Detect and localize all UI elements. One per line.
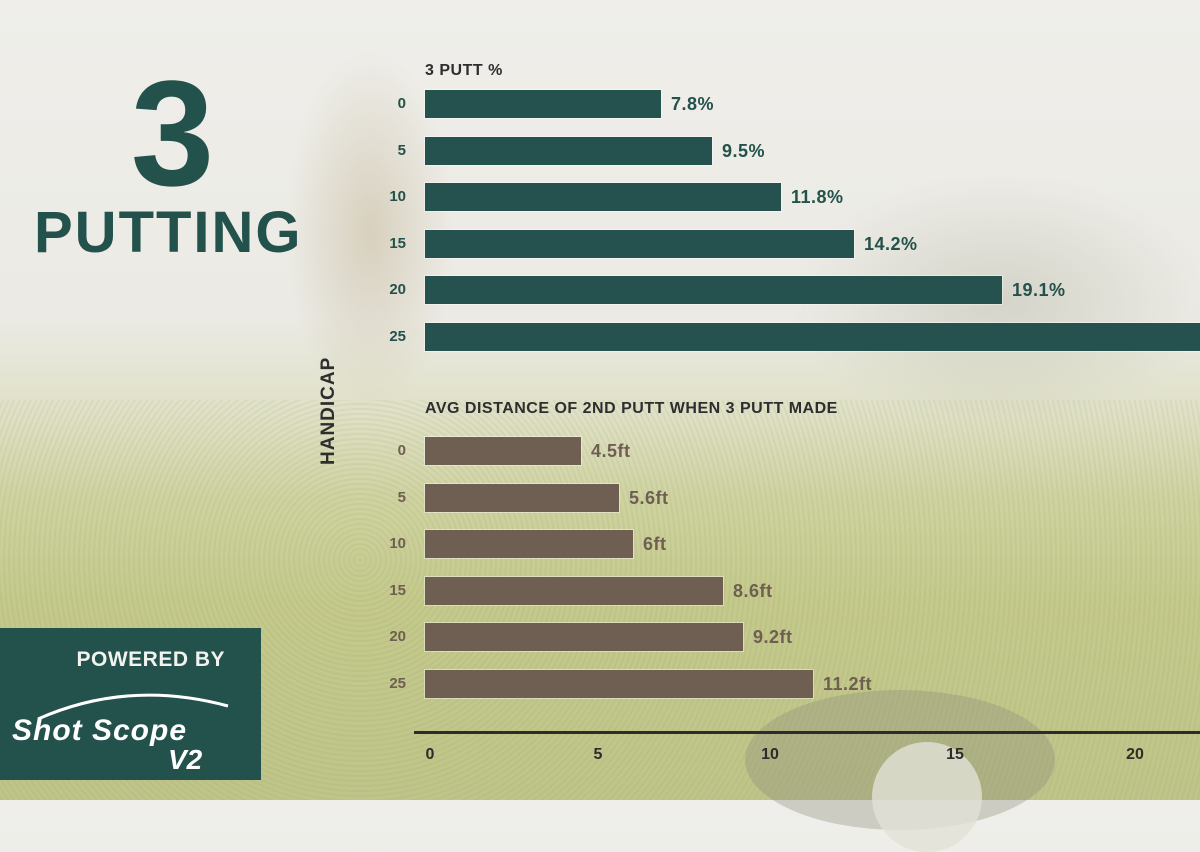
- category-label: 25: [389, 674, 406, 692]
- value-label: 6ft: [643, 534, 667, 554]
- category-label: 15: [389, 581, 406, 599]
- bar: [425, 276, 1002, 304]
- background-golf-ball: [872, 742, 982, 852]
- category-label: 20: [389, 628, 406, 645]
- bar-row: 5 5.6ft: [0, 483, 1200, 512]
- title-number: 3: [130, 49, 215, 217]
- bar: [425, 437, 581, 465]
- category-label: 0: [397, 95, 406, 112]
- bar: [425, 229, 854, 258]
- bar-row: 15 14.2%: [0, 229, 1200, 258]
- bar-row: 0 4.5ft: [0, 437, 1200, 465]
- bar-row: 25: [0, 322, 1200, 351]
- bar-row: 10 6ft: [0, 530, 1200, 558]
- value-label: 7.8%: [671, 94, 715, 114]
- bar-row: 10 11.8%: [0, 183, 1200, 211]
- category-label: 15: [389, 234, 406, 252]
- value-label: 14.2%: [864, 233, 918, 254]
- brand-name: Shot Scope: [12, 714, 188, 747]
- value-label: 9.5%: [722, 140, 766, 161]
- bar: [425, 90, 661, 118]
- bar-row: 5 9.5%: [0, 136, 1200, 165]
- bar: [425, 322, 1200, 351]
- powered-by-label: POWERED BY: [76, 648, 225, 671]
- brand-version: V2: [168, 744, 203, 775]
- bar-row: 0 7.8%: [0, 90, 1200, 118]
- x-tick-label: 0: [425, 746, 435, 763]
- bar: [425, 183, 781, 211]
- category-label: 25: [389, 327, 406, 345]
- value-label: 5.6ft: [629, 487, 669, 508]
- bar-row: 25 11.2ft: [0, 669, 1200, 698]
- bar: [425, 576, 723, 605]
- chart-title-2nd-putt: AVG DISTANCE OF 2ND PUTT WHEN 3 PUTT MAD…: [425, 400, 838, 417]
- value-label: 19.1%: [1012, 280, 1066, 300]
- powered-by-badge: POWERED BY Shot Scope V2: [0, 628, 261, 780]
- bar: [425, 136, 712, 165]
- title-word: PUTTING: [34, 200, 303, 265]
- value-label: 9.2ft: [753, 627, 793, 647]
- value-label: 11.8%: [791, 187, 844, 207]
- category-label: 10: [389, 535, 406, 552]
- x-tick-label: 15: [946, 746, 964, 763]
- bar: [425, 669, 813, 698]
- bar-row: 20 9.2ft: [0, 623, 1200, 651]
- x-axis-line: [414, 731, 1200, 734]
- value-label: 8.6ft: [733, 580, 773, 601]
- category-label: 5: [397, 141, 406, 159]
- value-label: 4.5ft: [591, 441, 631, 461]
- category-label: 10: [389, 188, 406, 205]
- x-tick-label: 20: [1126, 746, 1144, 763]
- category-label: 5: [397, 488, 406, 506]
- bar: [425, 623, 743, 651]
- bar-row: 20 19.1%: [0, 276, 1200, 304]
- category-label: 20: [389, 281, 406, 298]
- x-tick-label: 5: [593, 746, 603, 763]
- x-tick-label: 10: [761, 746, 779, 763]
- bar-row: 15 8.6ft: [0, 576, 1200, 605]
- shot-arc-icon: [37, 693, 229, 721]
- bar: [425, 483, 619, 512]
- bar: [425, 530, 633, 558]
- chart-title-3putt: 3 PUTT %: [425, 62, 503, 79]
- category-label: 0: [397, 442, 406, 459]
- value-label: 11.2ft: [823, 673, 873, 694]
